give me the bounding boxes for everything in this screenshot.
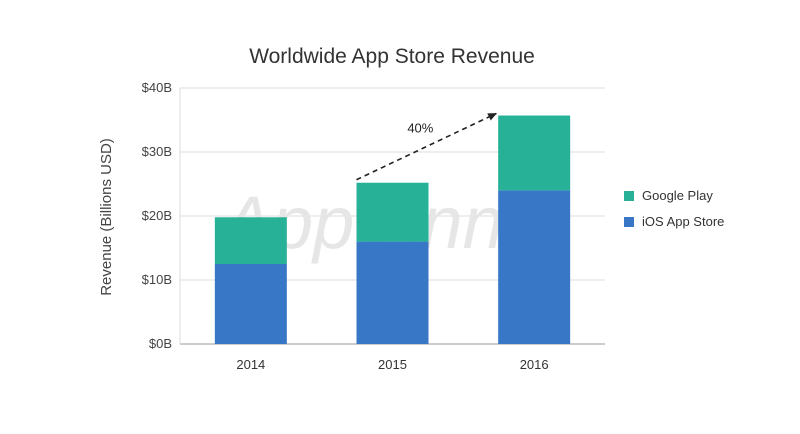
y-tick-label: $20B <box>142 208 172 223</box>
legend-label: Google Play <box>642 188 713 203</box>
y-tick-label: $40B <box>142 80 172 95</box>
legend-swatch <box>624 191 634 201</box>
legend: Google Play iOS App Store <box>624 188 724 229</box>
y-axis-label: Revenue (Billions USD) <box>98 138 115 296</box>
bar-segment <box>356 182 429 242</box>
x-tick-label: 2015 <box>378 357 407 372</box>
bars <box>214 115 571 344</box>
legend-swatch <box>624 217 634 227</box>
annotation: 40% <box>356 112 498 181</box>
axes: $0B $10B $20B $30B $40B 2014 2015 2016 <box>142 80 549 372</box>
x-tick-label: 2014 <box>236 357 265 372</box>
bar-segment <box>356 241 429 344</box>
growth-label: 40% <box>407 121 433 136</box>
bar-segment <box>498 115 571 191</box>
bar-segment <box>498 190 571 344</box>
bar-segment <box>214 264 287 344</box>
growth-arrow <box>356 112 498 181</box>
y-tick-label: $0B <box>149 336 172 351</box>
x-tick-label: 2016 <box>520 357 549 372</box>
y-tick-label: $10B <box>142 272 172 287</box>
legend-label: iOS App Store <box>642 214 724 229</box>
y-tick-label: $30B <box>142 144 172 159</box>
chart-title: Worldwide App Store Revenue <box>249 45 535 68</box>
bar-segment <box>214 217 287 264</box>
